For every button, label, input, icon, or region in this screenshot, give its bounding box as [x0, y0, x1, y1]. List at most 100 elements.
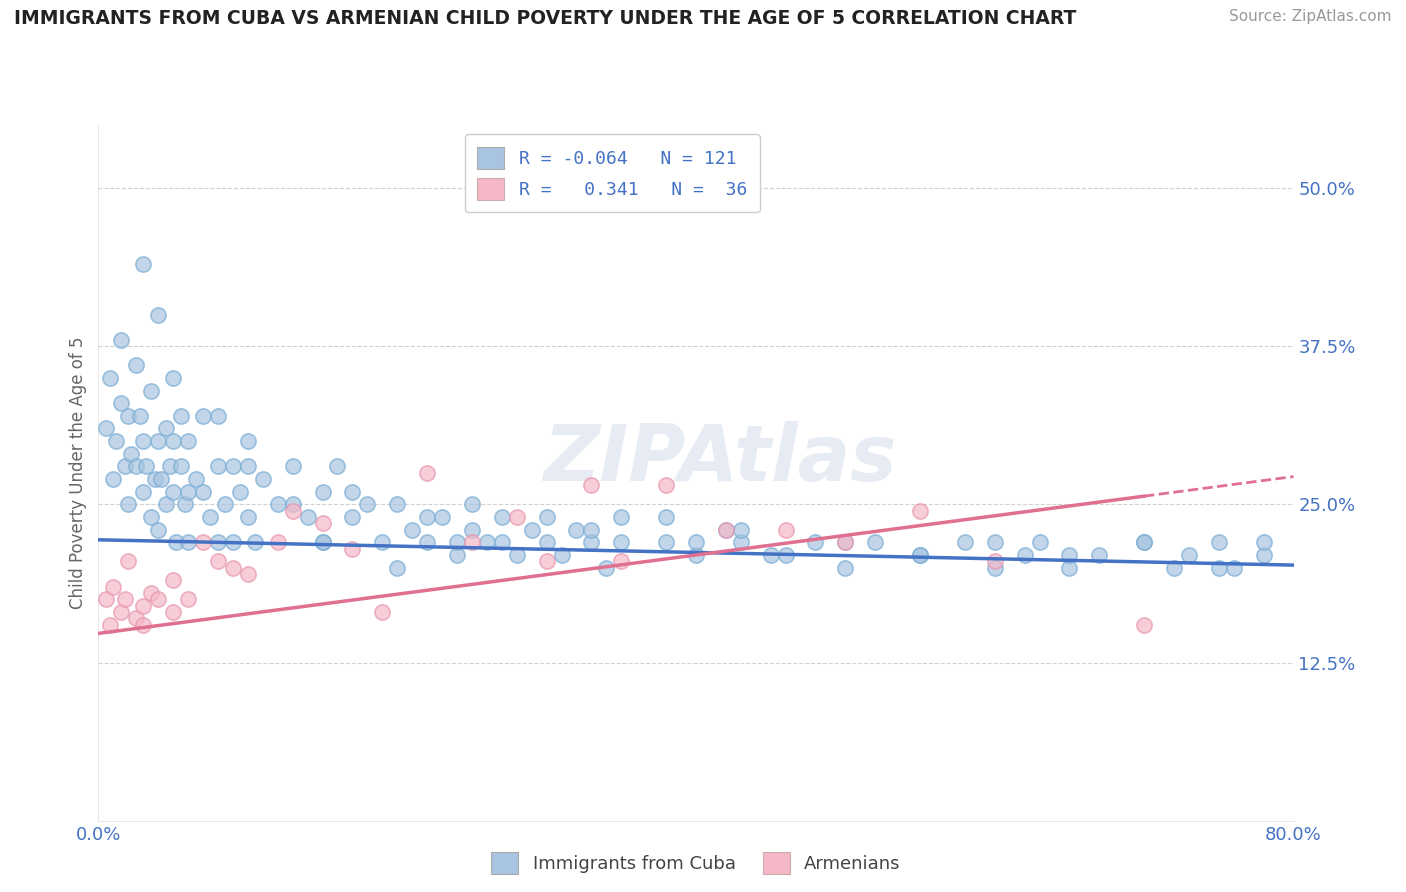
Point [177, 434, 200, 449]
Point [177, 484, 200, 499]
Point [983, 560, 1005, 574]
Point [326, 459, 349, 474]
Point [252, 472, 274, 486]
Point [1253, 548, 1275, 562]
Point [139, 586, 162, 600]
Point [103, 580, 125, 594]
Point [1163, 560, 1185, 574]
Point [148, 434, 170, 449]
Point [1133, 617, 1156, 632]
Point [506, 510, 529, 524]
Point [416, 510, 439, 524]
Point [311, 484, 333, 499]
Point [207, 535, 229, 549]
Point [446, 535, 468, 549]
Point [132, 434, 155, 449]
Text: ZIPAtlas: ZIPAtlas [543, 421, 897, 497]
Point [1178, 548, 1201, 562]
Point [191, 409, 214, 423]
Point [236, 434, 259, 449]
Point [461, 535, 484, 549]
Point [311, 535, 333, 549]
Point [117, 554, 139, 568]
Point [430, 510, 453, 524]
Point [191, 535, 214, 549]
Point [371, 605, 394, 619]
Point [148, 308, 170, 322]
Point [908, 548, 931, 562]
Point [565, 523, 588, 537]
Point [150, 472, 173, 486]
Point [162, 605, 184, 619]
Text: Source: ZipAtlas.com: Source: ZipAtlas.com [1229, 9, 1392, 24]
Point [356, 497, 378, 511]
Point [385, 560, 409, 574]
Point [536, 510, 558, 524]
Point [536, 554, 558, 568]
Point [475, 535, 498, 549]
Point [655, 535, 678, 549]
Point [1059, 560, 1081, 574]
Point [135, 459, 157, 474]
Point [342, 541, 364, 556]
Point [132, 257, 155, 271]
Point [581, 523, 603, 537]
Point [222, 459, 245, 474]
Point [1208, 535, 1230, 549]
Legend: Immigrants from Cuba, Armenians: Immigrants from Cuba, Armenians [484, 845, 908, 881]
Point [229, 484, 252, 499]
Point [520, 523, 543, 537]
Point [506, 548, 529, 562]
Point [581, 535, 603, 549]
Point [1133, 535, 1156, 549]
Point [245, 535, 267, 549]
Point [908, 504, 931, 518]
Point [983, 535, 1005, 549]
Point [117, 497, 139, 511]
Point [177, 592, 200, 607]
Point [834, 560, 856, 574]
Point [385, 497, 409, 511]
Point [446, 548, 468, 562]
Point [461, 523, 484, 537]
Point [236, 566, 259, 581]
Point [685, 548, 707, 562]
Point [311, 535, 333, 549]
Point [775, 548, 797, 562]
Point [685, 535, 707, 549]
Point [267, 497, 290, 511]
Point [132, 617, 155, 632]
Point [155, 497, 177, 511]
Point [834, 535, 856, 549]
Point [610, 510, 633, 524]
Point [207, 409, 229, 423]
Point [775, 523, 797, 537]
Point [139, 510, 162, 524]
Point [865, 535, 887, 549]
Point [536, 535, 558, 549]
Point [114, 592, 136, 607]
Point [236, 510, 259, 524]
Point [132, 484, 155, 499]
Point [103, 472, 125, 486]
Point [1088, 548, 1111, 562]
Point [491, 535, 513, 549]
Point [1223, 560, 1246, 574]
Point [94, 592, 117, 607]
Point [125, 611, 148, 625]
Point [983, 554, 1005, 568]
Point [1253, 535, 1275, 549]
Point [1014, 548, 1036, 562]
Point [110, 333, 132, 347]
Point [200, 510, 222, 524]
Point [714, 523, 737, 537]
Point [207, 459, 229, 474]
Point [98, 371, 122, 385]
Point [207, 554, 229, 568]
Point [117, 409, 139, 423]
Point [129, 409, 152, 423]
Point [730, 523, 752, 537]
Point [120, 447, 142, 461]
Point [371, 535, 394, 549]
Point [110, 396, 132, 410]
